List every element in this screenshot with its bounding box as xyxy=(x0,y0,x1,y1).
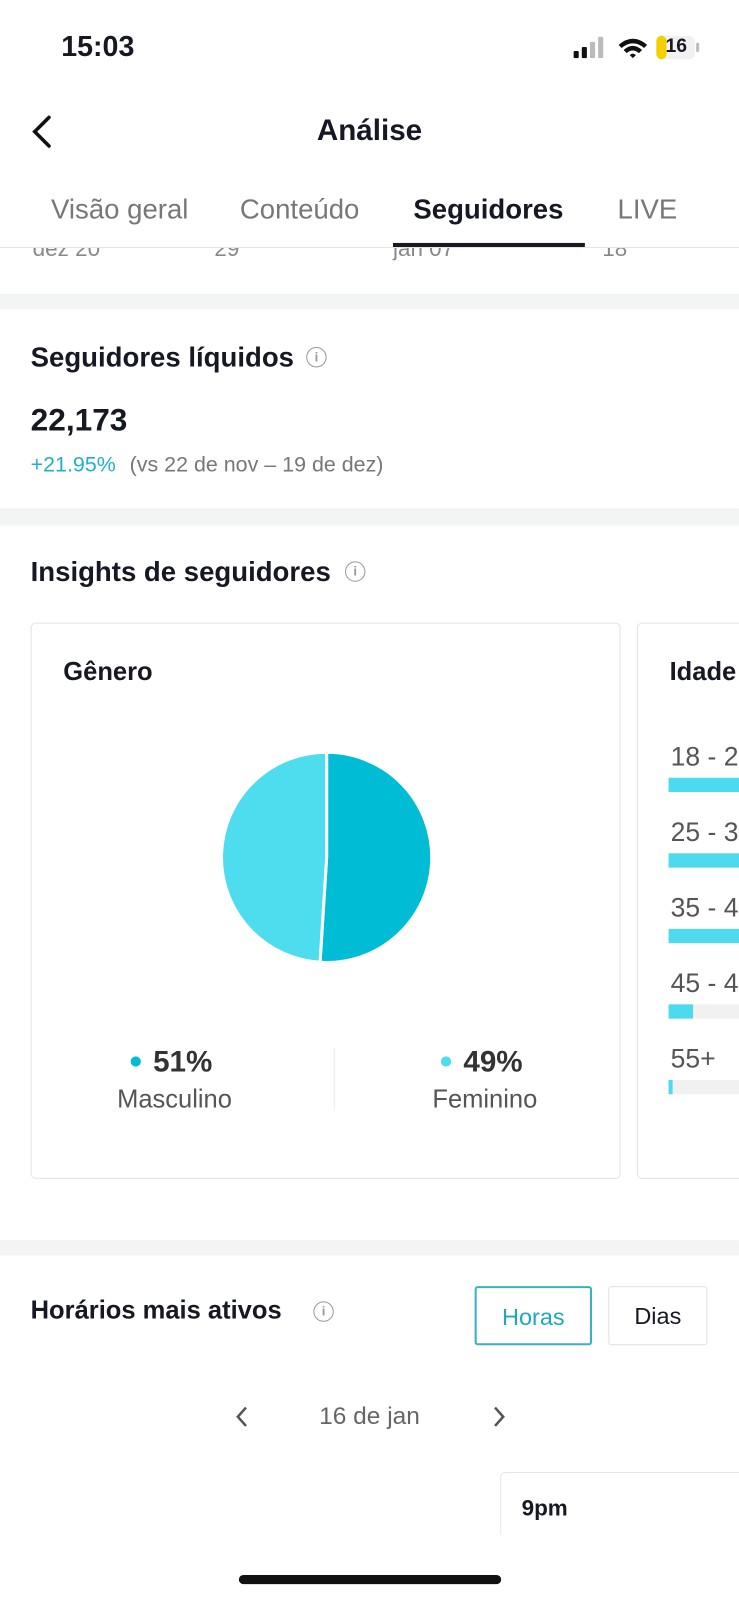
section-separator xyxy=(0,293,739,310)
home-indicator xyxy=(238,1574,502,1585)
age-track xyxy=(668,853,739,868)
age-track xyxy=(668,777,739,793)
tab[interactable]: LIVE xyxy=(617,193,678,225)
hour-card: 9pm xyxy=(500,1471,739,1536)
status-time: 15:03 xyxy=(61,30,135,63)
legend-value: 49% xyxy=(463,1046,522,1079)
comparison-period: (vs 22 de nov – 19 de dez) xyxy=(129,453,384,477)
legend-dot xyxy=(130,1056,141,1067)
date-label: 16 de jan xyxy=(319,1402,420,1431)
bottom-area xyxy=(0,1535,739,1600)
section-separator xyxy=(0,1240,739,1256)
back-button[interactable] xyxy=(29,114,56,149)
age-track xyxy=(668,1004,739,1019)
battery-level: 16 xyxy=(665,35,688,58)
hour-label: 9pm xyxy=(521,1495,568,1521)
tab-indicator xyxy=(392,242,585,248)
age-track xyxy=(668,928,739,944)
legend-label: Feminino xyxy=(432,1085,537,1113)
status-icons xyxy=(573,35,700,60)
age-label: 55+ xyxy=(670,1043,716,1074)
age-bar xyxy=(668,1079,673,1095)
card-title: Idade xyxy=(669,657,737,686)
age-label: 45 - 4 xyxy=(670,967,739,999)
section-title: Horários mais ativos xyxy=(30,1296,282,1325)
age-track xyxy=(668,1079,739,1095)
net-followers-value: 22,173 xyxy=(30,402,128,438)
card-title: Gênero xyxy=(63,657,153,686)
age-bar xyxy=(668,777,739,793)
gender-card: Gênero 51% Masculino 49% Feminino xyxy=(30,622,621,1179)
tab[interactable]: Conteúdo xyxy=(239,193,360,225)
legend-divider xyxy=(333,1047,335,1111)
axis-label: 18 xyxy=(602,248,627,260)
tab[interactable]: Visão geral xyxy=(51,193,189,225)
info-icon[interactable]: i xyxy=(313,1301,334,1322)
prev-date-button[interactable] xyxy=(233,1404,251,1428)
section-title: Seguidores líquidos xyxy=(30,341,294,373)
page-title: Análise xyxy=(316,114,423,147)
axis-label: jan 07 xyxy=(393,248,454,260)
axis-label: dez 20 xyxy=(33,248,100,260)
axis-label: 29 xyxy=(214,248,239,260)
tab-active[interactable]: Seguidores xyxy=(413,193,564,225)
section-title: Insights de seguidores xyxy=(30,556,331,587)
next-date-button[interactable] xyxy=(490,1404,508,1428)
section-separator xyxy=(0,508,739,526)
legend-value: 51% xyxy=(153,1046,212,1079)
toggle-button[interactable]: Dias xyxy=(608,1286,708,1346)
age-bar xyxy=(668,1004,694,1019)
legend-dot xyxy=(440,1056,452,1067)
age-bar xyxy=(668,853,739,868)
age-bar xyxy=(668,928,739,944)
pie-chart: 51% Masculino 49% Feminino xyxy=(117,750,537,1113)
age-label: 18 - 2 xyxy=(670,741,739,772)
divider xyxy=(0,247,739,249)
info-icon[interactable]: i xyxy=(306,347,327,368)
pie-slice xyxy=(220,750,329,964)
info-icon[interactable]: i xyxy=(344,561,366,582)
age-label: 35 - 4 xyxy=(670,892,739,923)
scrolled-chart-axis: dez 20 29 jan 07 18 xyxy=(0,248,739,260)
age-label: 25 - 3 xyxy=(670,816,739,848)
change-percent: +21.95% xyxy=(30,453,116,477)
toggle-button-active[interactable]: Horas xyxy=(474,1286,593,1346)
pie-slice xyxy=(318,750,434,965)
age-card: Idade 18 - 2 25 - 3 35 - 4 45 - 4 55+ xyxy=(636,622,739,1179)
legend-label: Masculino xyxy=(117,1085,232,1113)
